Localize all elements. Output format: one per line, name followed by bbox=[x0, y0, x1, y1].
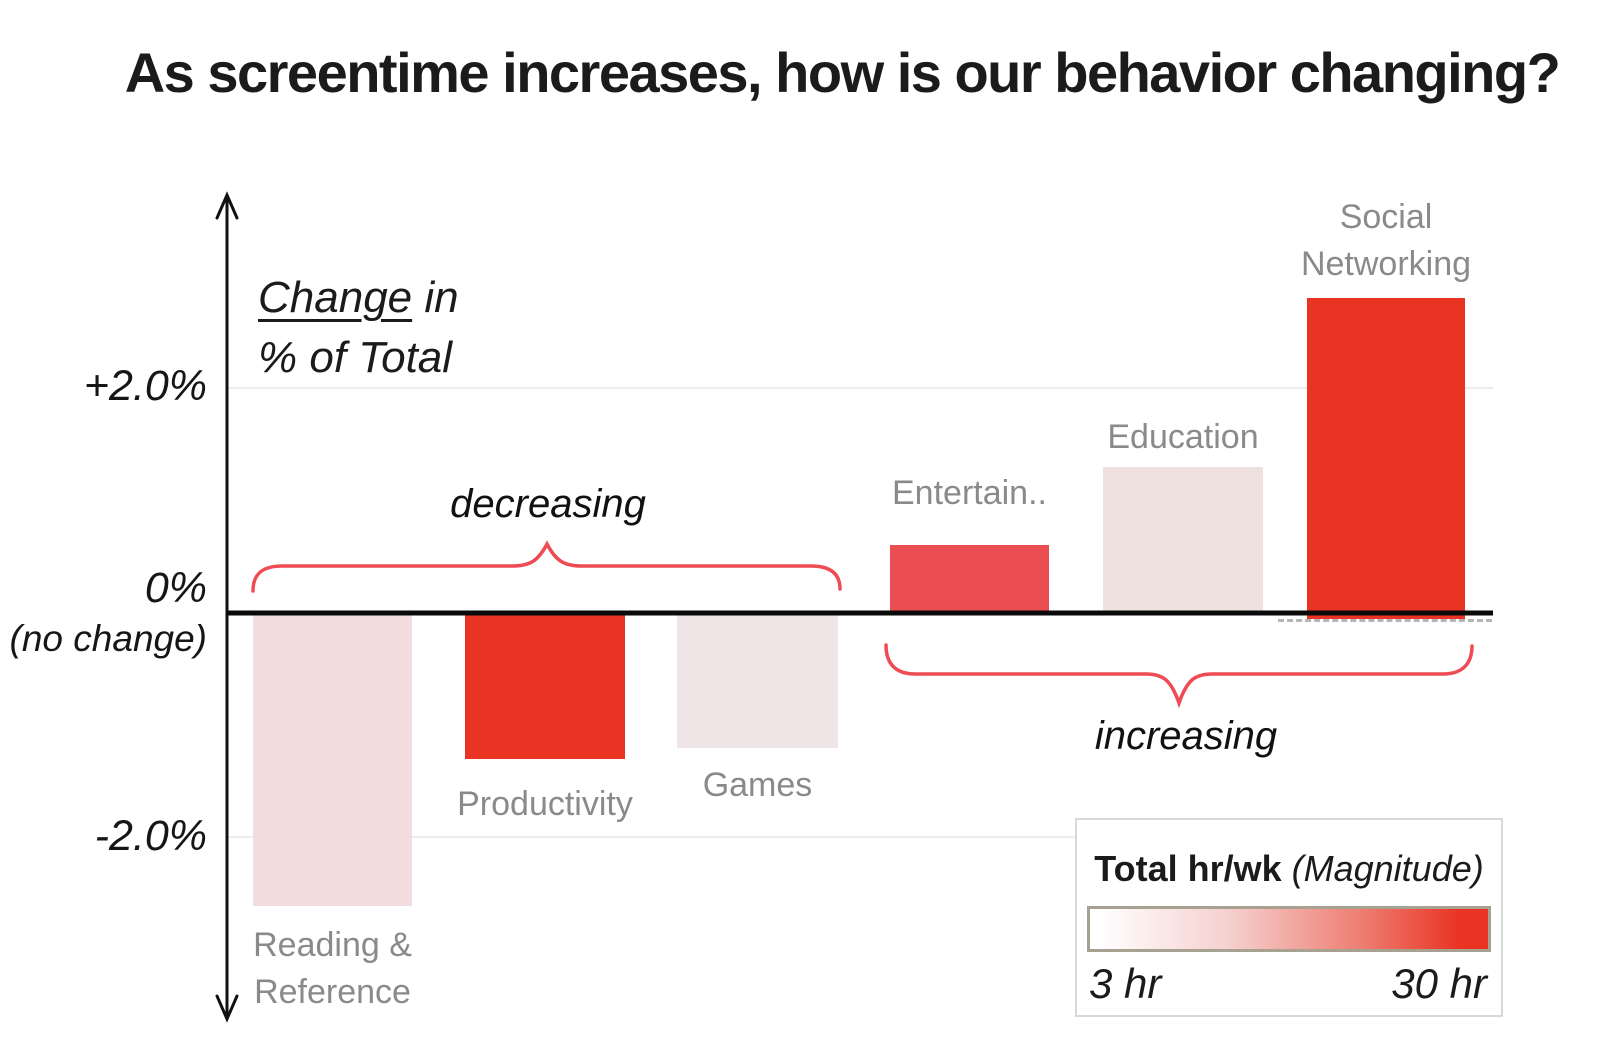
decreasing-brace-icon bbox=[251, 540, 842, 593]
color-legend: Total hr/wk (Magnitude) 3 hr 30 hr bbox=[1075, 818, 1503, 1017]
y-axis-arrow-up-icon bbox=[215, 191, 239, 220]
tick-zero: 0% bbox=[144, 564, 207, 612]
bar-label-social-networking: Social Networking bbox=[1300, 198, 1472, 283]
tick-minus-2pct: -2.0% bbox=[94, 812, 207, 860]
tick-zero-note: (no change) bbox=[9, 618, 207, 659]
bar-label-education: Education bbox=[1107, 418, 1259, 456]
y-axis-annotation: Change in % of Total bbox=[258, 268, 459, 388]
bar-reading-reference[interactable] bbox=[253, 613, 412, 906]
bar-label-reading-reference: Reading & Reference bbox=[253, 926, 412, 1011]
tick-plus-2pct: +2.0% bbox=[83, 362, 207, 410]
legend-title: Total hr/wk (Magnitude) bbox=[1077, 848, 1501, 890]
bar-label-productivity: Productivity bbox=[457, 785, 633, 823]
increasing-label: increasing bbox=[1094, 714, 1278, 758]
decreasing-label: decreasing bbox=[450, 482, 646, 526]
annotation-line2: % of Total bbox=[258, 333, 453, 382]
gridline-minus-2pct bbox=[227, 836, 1493, 838]
bar-social-networking[interactable] bbox=[1307, 298, 1465, 619]
bar-games[interactable] bbox=[677, 613, 838, 748]
increasing-brace-icon bbox=[884, 643, 1474, 709]
dashed-reference-line bbox=[1278, 619, 1492, 622]
legend-min-label: 3 hr bbox=[1089, 960, 1162, 1007]
legend-max-label: 30 hr bbox=[1391, 960, 1487, 1007]
bar-label-games: Games bbox=[702, 766, 813, 804]
bar-entertain[interactable] bbox=[890, 545, 1049, 613]
chart-title: As screentime increases, how is our beha… bbox=[124, 41, 1561, 104]
bar-productivity[interactable] bbox=[465, 613, 625, 759]
bar-label-entertain: Entertain.. bbox=[892, 474, 1047, 512]
annotation-underlined-word: Change bbox=[258, 273, 413, 322]
bar-education[interactable] bbox=[1103, 467, 1263, 613]
legend-title-main: Total hr/wk bbox=[1094, 848, 1282, 889]
legend-gradient bbox=[1087, 906, 1491, 952]
gridline-plus-2pct bbox=[227, 387, 1493, 389]
legend-title-note: (Magnitude) bbox=[1291, 848, 1484, 889]
y-axis-arrow-down-icon bbox=[215, 994, 239, 1023]
